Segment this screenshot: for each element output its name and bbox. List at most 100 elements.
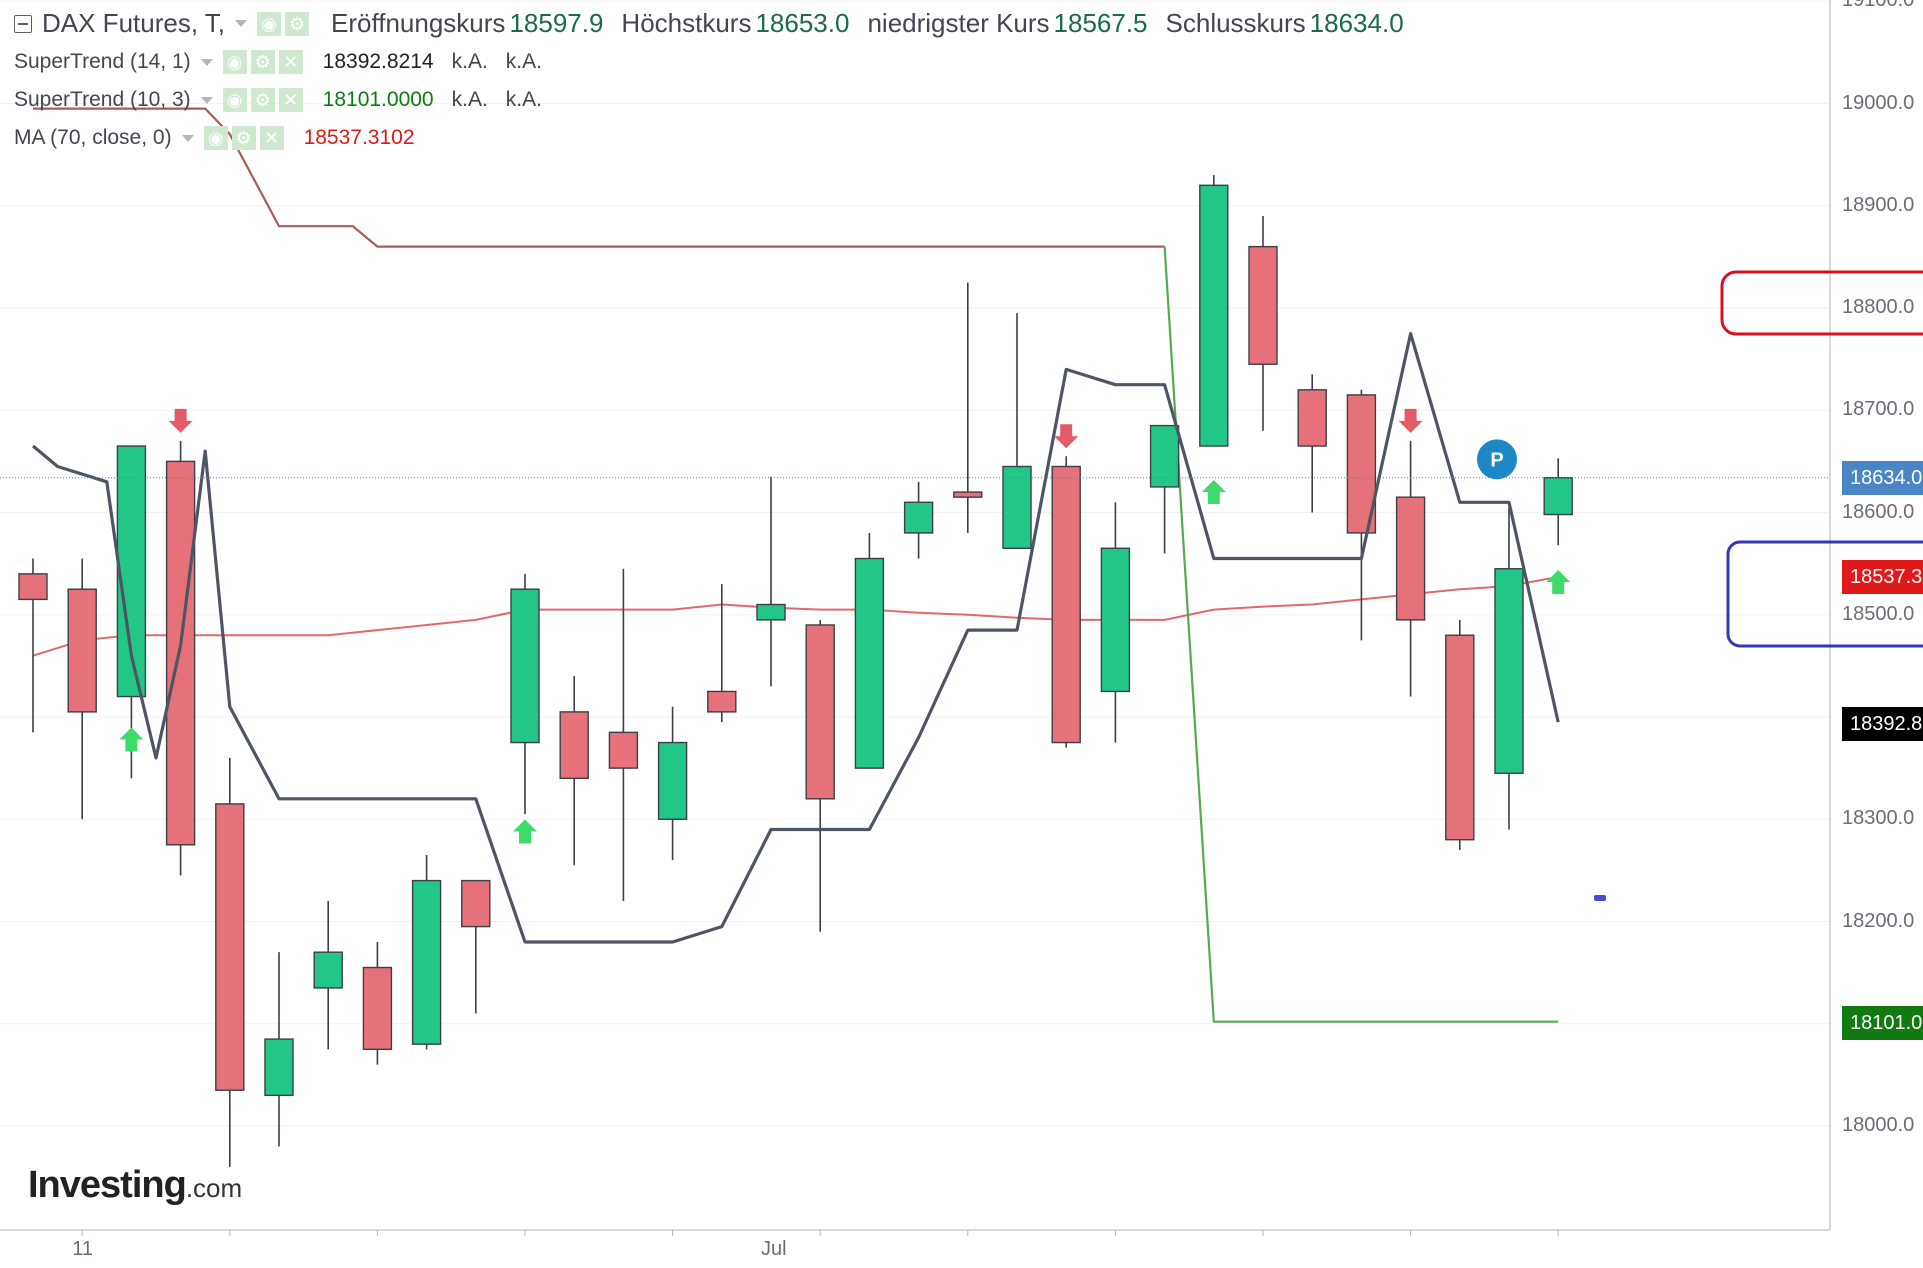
y-tick-label: 19000.0 bbox=[1842, 91, 1915, 114]
supertrend-14-1-line bbox=[31, 332, 1560, 944]
gear-icon[interactable]: ⚙ bbox=[231, 126, 256, 150]
collapse-icon[interactable] bbox=[14, 14, 32, 33]
chevron-down-icon[interactable] bbox=[181, 134, 194, 142]
candle-up bbox=[1543, 477, 1573, 516]
indicator-value: 18392.8214 bbox=[322, 50, 434, 73]
indicator-na: k.A. bbox=[505, 50, 542, 73]
open-label: Eröffnungskurs bbox=[331, 8, 506, 38]
low-label: niedrigster Kurs bbox=[867, 8, 1050, 38]
logo-brand: Investing bbox=[28, 1164, 187, 1206]
arrow-up-icon bbox=[1546, 570, 1571, 595]
x-tick-label: 11 bbox=[72, 1238, 93, 1260]
marker-p-circle bbox=[1477, 439, 1517, 480]
indicator-value: 18101.0000 bbox=[322, 88, 434, 111]
gear-icon[interactable]: ⚙ bbox=[285, 11, 310, 36]
close-value: 18634.0 bbox=[1309, 8, 1404, 38]
y-tick-label: 18300.0 bbox=[1842, 807, 1915, 830]
candle-down bbox=[559, 711, 589, 780]
logo-suffix: .com bbox=[185, 1173, 243, 1203]
chevron-down-icon[interactable] bbox=[235, 20, 248, 27]
chevron-down-icon[interactable] bbox=[200, 96, 213, 104]
upper-band-line bbox=[33, 107, 1165, 248]
candle-up bbox=[657, 741, 688, 820]
indicator-na: k.A. bbox=[505, 88, 542, 111]
candle-down bbox=[805, 624, 835, 800]
y-tick-label: 18900.0 bbox=[1842, 193, 1915, 216]
arrow-up-icon bbox=[1201, 480, 1226, 505]
candle-up bbox=[264, 1038, 294, 1097]
y-tick-label: 18600.0 bbox=[1842, 500, 1915, 523]
investing-logo: Investing.com bbox=[28, 1164, 242, 1207]
candle-down bbox=[215, 803, 245, 1091]
candle-down bbox=[953, 491, 983, 498]
close-icon[interactable]: ✕ bbox=[278, 88, 303, 112]
open-value: 18597.9 bbox=[509, 8, 604, 38]
legend-main-row: DAX Futures, T, ◉ ⚙ Eröffnungskurs 18597… bbox=[14, 8, 1404, 39]
close-icon[interactable]: ✕ bbox=[278, 50, 303, 74]
arrow-up-icon bbox=[513, 819, 537, 844]
candle-up bbox=[313, 951, 343, 989]
gear-icon[interactable]: ⚙ bbox=[250, 88, 275, 112]
close-icon[interactable]: ✕ bbox=[259, 126, 284, 150]
red-annotation-box bbox=[1720, 270, 1923, 336]
candle-up bbox=[756, 603, 786, 621]
eye-icon[interactable]: ◉ bbox=[222, 88, 247, 112]
ma-70-line bbox=[32, 575, 1559, 657]
supertrend-10-price-tag: 18101.0 bbox=[1842, 1005, 1923, 1040]
candle-down bbox=[707, 690, 737, 713]
candle-down bbox=[67, 588, 97, 713]
upper-band-path bbox=[33, 107, 1165, 248]
arrow-down-icon bbox=[168, 408, 193, 433]
candle-up bbox=[1494, 568, 1524, 774]
low-value: 18567.5 bbox=[1053, 8, 1148, 38]
ma-70-path bbox=[32, 575, 1559, 657]
candle-down bbox=[461, 879, 491, 928]
chevron-down-icon[interactable] bbox=[200, 58, 213, 66]
supertrend-10-3-line bbox=[1163, 246, 1559, 1023]
candle-up bbox=[854, 557, 885, 769]
candle-up bbox=[411, 879, 442, 1045]
y-tick-label: 18000.0 bbox=[1842, 1114, 1915, 1136]
y-tick-label: 19100.0 bbox=[1842, 0, 1915, 12]
supertrend-14-price-tag: 18392.8 bbox=[1842, 707, 1923, 742]
indicator-value: 18537.3102 bbox=[303, 126, 415, 149]
candle-down bbox=[18, 573, 48, 601]
candle-down bbox=[1297, 389, 1327, 447]
candle-up bbox=[116, 445, 147, 698]
candle-down bbox=[1445, 634, 1475, 841]
candle-down bbox=[1395, 496, 1426, 621]
ma-price-tag: 18537.3 bbox=[1842, 559, 1923, 594]
candle-down bbox=[1051, 465, 1081, 744]
annotation-boxes bbox=[1720, 270, 1923, 648]
eye-icon[interactable]: ◉ bbox=[222, 50, 247, 74]
high-label: Höchstkurs bbox=[621, 8, 752, 38]
y-tick-label: 18500.0 bbox=[1842, 602, 1915, 625]
supertrend-10-3-path bbox=[1163, 246, 1559, 1023]
symbol-label: DAX Futures, T, bbox=[42, 8, 226, 38]
gear-icon[interactable]: ⚙ bbox=[250, 50, 275, 74]
legend-ma-row: MA (70, close, 0) ◉ ⚙ ✕ 18537.3102 bbox=[14, 126, 415, 150]
x-tick-label: Jul bbox=[761, 1238, 787, 1260]
blue-annotation-box bbox=[1726, 540, 1923, 648]
candle-down bbox=[362, 966, 393, 1051]
y-tick-label: 18200.0 bbox=[1842, 909, 1915, 932]
candle-up bbox=[1002, 465, 1032, 549]
marker-p-label: P bbox=[1490, 449, 1503, 471]
candle-up bbox=[510, 588, 540, 744]
indicator-name: SuperTrend (10, 3) bbox=[14, 88, 191, 111]
high-value: 18653.0 bbox=[755, 8, 850, 38]
indicator-name: MA (70, close, 0) bbox=[14, 126, 172, 149]
candle-down bbox=[165, 460, 196, 846]
candle-up bbox=[1199, 184, 1229, 447]
eye-icon[interactable]: ◉ bbox=[257, 11, 282, 36]
small-dot-marker bbox=[1594, 894, 1607, 901]
indicator-name: SuperTrend (14, 1) bbox=[14, 50, 191, 73]
eye-icon[interactable]: ◉ bbox=[203, 126, 228, 150]
candle-up bbox=[903, 501, 934, 534]
legend-supertrend-14-row: SuperTrend (14, 1) ◉ ⚙ ✕ 18392.8214 k.A.… bbox=[14, 50, 542, 74]
last-price-tag: 18634.0 bbox=[1842, 460, 1923, 495]
close-label: Schlusskurs bbox=[1165, 8, 1306, 38]
y-tick-label: 18800.0 bbox=[1842, 296, 1915, 318]
marker-p: P bbox=[1477, 439, 1607, 901]
